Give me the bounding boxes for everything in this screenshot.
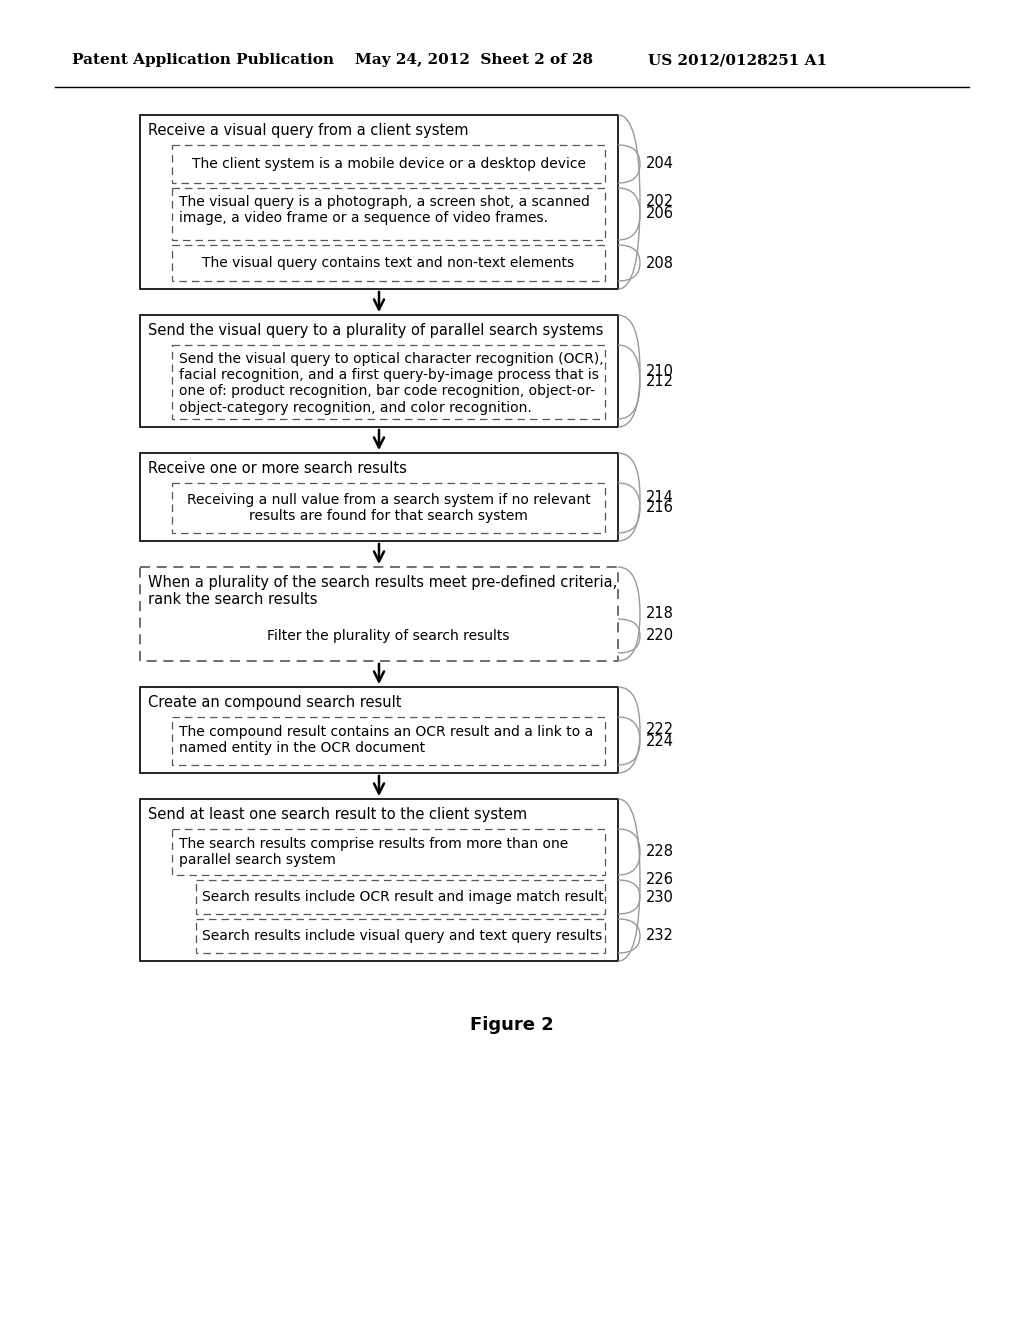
Bar	[172, 345, 605, 418]
Text: When a plurality of the search results meet pre-defined criteria,
rank the searc: When a plurality of the search results m…	[148, 576, 617, 607]
Bar	[140, 115, 618, 289]
Text: Receive a visual query from a client system: Receive a visual query from a client sys…	[148, 123, 469, 139]
Bar	[140, 686, 618, 774]
Bar	[172, 246, 605, 281]
Bar	[140, 568, 618, 661]
Text: 222: 222	[646, 722, 674, 738]
Text: The client system is a mobile device or a desktop device: The client system is a mobile device or …	[191, 157, 586, 172]
Text: Receive one or more search results: Receive one or more search results	[148, 461, 407, 477]
Text: Figure 2: Figure 2	[470, 1016, 554, 1034]
Text: 228: 228	[646, 845, 674, 859]
Text: Search results include visual query and text query results: Search results include visual query and …	[202, 929, 602, 942]
Bar	[140, 315, 618, 426]
Text: Create an compound search result: Create an compound search result	[148, 696, 401, 710]
Bar	[172, 619, 605, 653]
Bar	[140, 453, 618, 541]
Text: 210: 210	[646, 363, 674, 379]
Bar	[172, 717, 605, 766]
Text: The compound result contains an OCR result and a link to a
named entity in the O: The compound result contains an OCR resu…	[179, 725, 593, 755]
Text: Send the visual query to optical character recognition (OCR),
facial recognition: Send the visual query to optical charact…	[179, 352, 603, 414]
Text: 218: 218	[646, 606, 674, 622]
Text: 212: 212	[646, 375, 674, 389]
Text: The visual query is a photograph, a screen shot, a scanned
image, a video frame : The visual query is a photograph, a scre…	[179, 195, 590, 226]
Text: 216: 216	[646, 500, 674, 516]
Text: 202: 202	[646, 194, 674, 210]
Text: Search results include OCR result and image match result: Search results include OCR result and im…	[202, 890, 604, 904]
Text: 224: 224	[646, 734, 674, 748]
Text: 226: 226	[646, 873, 674, 887]
Text: 230: 230	[646, 890, 674, 904]
Text: The search results comprise results from more than one
parallel search system: The search results comprise results from…	[179, 837, 568, 867]
Bar	[140, 799, 618, 961]
Text: Receiving a null value from a search system if no relevant
results are found for: Receiving a null value from a search sys…	[186, 492, 591, 523]
Text: 208: 208	[646, 256, 674, 271]
Text: The visual query contains text and non-text elements: The visual query contains text and non-t…	[203, 256, 574, 271]
Text: Patent Application Publication: Patent Application Publication	[72, 53, 334, 67]
Text: Send at least one search result to the client system: Send at least one search result to the c…	[148, 807, 527, 822]
Text: 220: 220	[646, 628, 674, 644]
Text: 214: 214	[646, 490, 674, 504]
Text: Send the visual query to a plurality of parallel search systems: Send the visual query to a plurality of …	[148, 323, 603, 338]
Text: 204: 204	[646, 157, 674, 172]
Text: 206: 206	[646, 206, 674, 222]
Text: US 2012/0128251 A1: US 2012/0128251 A1	[648, 53, 827, 67]
Bar	[172, 483, 605, 533]
Bar	[196, 880, 605, 913]
Text: 232: 232	[646, 928, 674, 944]
Bar	[172, 145, 605, 183]
Bar	[172, 187, 605, 240]
Bar	[196, 919, 605, 953]
Text: May 24, 2012  Sheet 2 of 28: May 24, 2012 Sheet 2 of 28	[355, 53, 593, 67]
Text: Filter the plurality of search results: Filter the plurality of search results	[267, 630, 510, 643]
Bar	[172, 829, 605, 875]
